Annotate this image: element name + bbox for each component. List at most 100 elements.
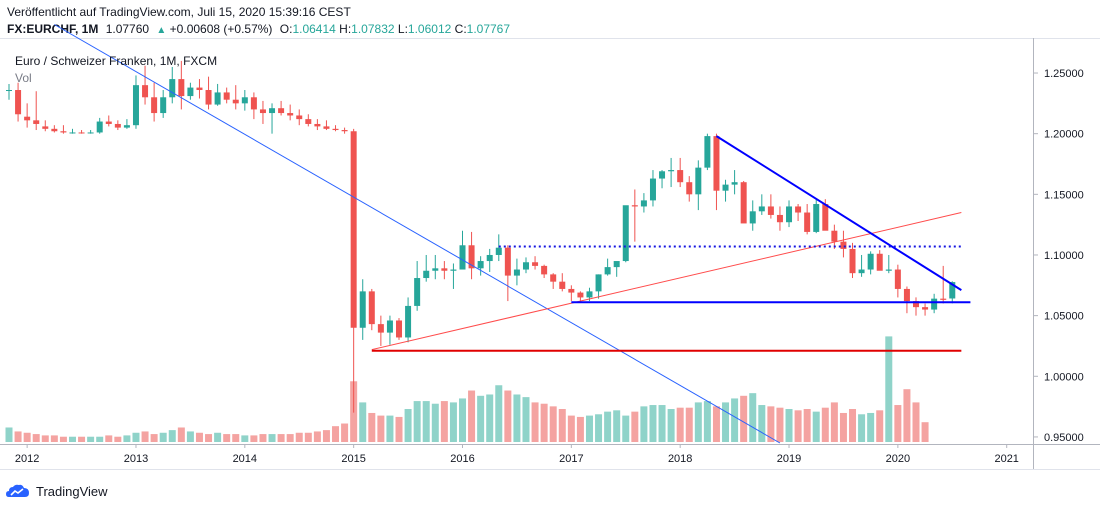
- low-label: L:: [397, 22, 408, 36]
- candle-body: [758, 206, 765, 212]
- candle-body: [196, 87, 203, 91]
- candle-body: [541, 265, 548, 275]
- candle-body: [813, 204, 820, 232]
- volume-bar: [141, 431, 149, 442]
- candle-body: [786, 206, 793, 223]
- volume-bar: [740, 395, 748, 442]
- volume-bar: [186, 431, 194, 442]
- candle-body: [876, 253, 883, 271]
- volume-bar: [268, 434, 276, 442]
- volume-bar: [903, 389, 911, 442]
- candle-body: [250, 97, 257, 110]
- volume-bar: [68, 436, 76, 442]
- candle-body: [368, 291, 375, 325]
- candle-body: [622, 205, 629, 262]
- volume-bar: [250, 435, 258, 442]
- close-label: C:: [454, 22, 467, 36]
- price-tick-label: 0.95000: [1044, 432, 1084, 444]
- volume-bar: [150, 434, 158, 442]
- candles: [6, 60, 956, 413]
- candle-body: [894, 269, 901, 289]
- candle-body: [822, 204, 829, 231]
- volume-bar: [722, 402, 730, 442]
- volume-bar: [767, 406, 775, 442]
- candle-body: [695, 167, 702, 195]
- candle-body: [550, 274, 557, 282]
- price-tick-label: 1.10000: [1044, 250, 1084, 262]
- candle-body: [704, 136, 711, 168]
- time-tick-label: 2017: [559, 453, 583, 465]
- trend-line: [371, 212, 962, 351]
- volume-bar: [812, 411, 820, 442]
- candle-body: [314, 123, 321, 127]
- volume-bar: [404, 409, 412, 442]
- price-axis: 1.25000 1.20000 1.15000 1.10000 1.05000 1.000…: [1033, 68, 1084, 444]
- volume-bar: [368, 412, 376, 442]
- volume-bar: [785, 409, 793, 442]
- candle-body: [123, 125, 130, 128]
- chart-title: Euro / Schweizer Franken, 1M, FXCM: [15, 54, 217, 68]
- volume-bar: [123, 435, 131, 442]
- volume-bar: [649, 405, 657, 442]
- volume-bar: [567, 415, 575, 442]
- candle-body: [659, 171, 666, 179]
- candle-body: [885, 269, 892, 271]
- volume-bar: [858, 414, 866, 442]
- open-label: O:: [279, 22, 293, 36]
- candle-body: [613, 261, 620, 268]
- candle-body: [486, 254, 493, 262]
- price-chart[interactable]: 1.25000 1.20000 1.15000 1.10000 1.05000 1.000…: [0, 0, 1100, 470]
- volume-bar: [540, 403, 548, 442]
- volume-bar: [359, 402, 367, 442]
- price-tick-label: 1.00000: [1044, 371, 1084, 383]
- trend-line: [715, 135, 962, 292]
- candle-body: [259, 109, 266, 114]
- candle-body: [78, 132, 85, 134]
- volume-bar: [758, 405, 766, 442]
- volume-bar: [830, 402, 838, 442]
- drawings: [54, 24, 971, 444]
- candle-body: [214, 92, 221, 105]
- last-price: 1.07760: [105, 22, 150, 36]
- volume-bar: [631, 411, 639, 442]
- time-axis: 2012 2013 2014 2015 2016 2017 2018 2019 2020 2021…: [15, 444, 1019, 465]
- candle-body: [649, 178, 656, 201]
- candle-body: [386, 320, 393, 333]
- volume-bar: [622, 415, 630, 442]
- candle-body: [804, 212, 811, 232]
- candle-body: [731, 182, 738, 185]
- candle-body: [577, 292, 584, 298]
- volume-bar: [96, 436, 104, 442]
- candle-body: [940, 298, 947, 300]
- close-value: 1.07767: [466, 22, 511, 36]
- candle-body: [559, 281, 566, 289]
- volume-bar: [867, 412, 875, 442]
- candle-body: [114, 123, 121, 128]
- candle-body: [169, 79, 176, 98]
- volume-bar: [59, 436, 67, 442]
- volume-bar: [50, 435, 58, 442]
- footer-brand[interactable]: TradingView: [36, 483, 108, 499]
- volume-bar: [395, 416, 403, 442]
- volume-bar: [241, 435, 249, 442]
- volume-bar: [912, 402, 920, 442]
- volume-bar: [522, 397, 530, 442]
- volume-bar: [114, 436, 122, 442]
- volume-bar: [703, 401, 711, 442]
- volume-bar: [87, 436, 95, 442]
- candle-body: [767, 206, 774, 215]
- candle-body: [749, 211, 756, 224]
- high-label: H:: [339, 22, 352, 36]
- candle-body: [795, 206, 802, 213]
- volume-bar: [386, 415, 394, 442]
- volume-bar: [776, 407, 784, 442]
- time-tick-label: 2021: [994, 453, 1018, 465]
- time-tick-label: 2014: [233, 453, 257, 465]
- volume-bar: [676, 407, 684, 442]
- volume-bar: [413, 401, 421, 442]
- candle-body: [722, 184, 729, 191]
- candle-body: [87, 132, 94, 134]
- candle-body: [495, 247, 502, 255]
- volume-bar: [32, 434, 40, 442]
- volume-bar: [105, 435, 113, 442]
